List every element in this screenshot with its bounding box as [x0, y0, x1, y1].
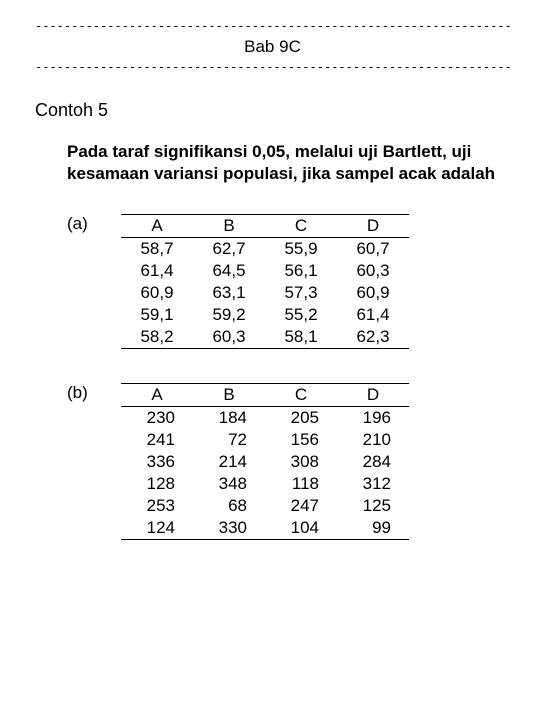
table-row: 24172156210 [121, 429, 409, 451]
table-b: A B C D 230184205196 24172156210 3362143… [121, 383, 409, 540]
col-header: B [193, 214, 265, 237]
col-header: C [265, 214, 337, 237]
table-b-wrap: (b) A B C D 230184205196 24172156210 336… [67, 383, 510, 540]
table-row: 230184205196 [121, 406, 409, 429]
table-row: 58,260,358,162,3 [121, 326, 409, 349]
table-a: A B C D 58,762,755,960,7 61,464,556,160,… [121, 214, 409, 349]
col-header: D [337, 214, 409, 237]
table-row: 60,963,157,360,9 [121, 282, 409, 304]
table-row: 61,464,556,160,3 [121, 260, 409, 282]
table-row: 58,762,755,960,7 [121, 237, 409, 260]
table-a-label: (a) [67, 214, 121, 234]
table-row: 128348118312 [121, 473, 409, 495]
top-dashline: ----------------------------------------… [35, 20, 510, 33]
table-row: 59,159,255,261,4 [121, 304, 409, 326]
table-b-label: (b) [67, 383, 121, 403]
table-row: 336214308284 [121, 451, 409, 473]
col-header: C [265, 383, 337, 406]
body-paragraph: Pada taraf signifikansi 0,05, melalui uj… [67, 141, 500, 184]
chapter-label: Bab 9C [35, 33, 510, 61]
col-header: A [121, 383, 193, 406]
table-row: 12433010499 [121, 517, 409, 540]
section-title: Contoh 5 [35, 100, 510, 121]
bottom-dashline: ----------------------------------------… [35, 61, 510, 74]
table-row: 25368247125 [121, 495, 409, 517]
table-a-wrap: (a) A B C D 58,762,755,960,7 61,464,556,… [67, 214, 510, 349]
col-header: A [121, 214, 193, 237]
col-header: B [193, 383, 265, 406]
col-header: D [337, 383, 409, 406]
